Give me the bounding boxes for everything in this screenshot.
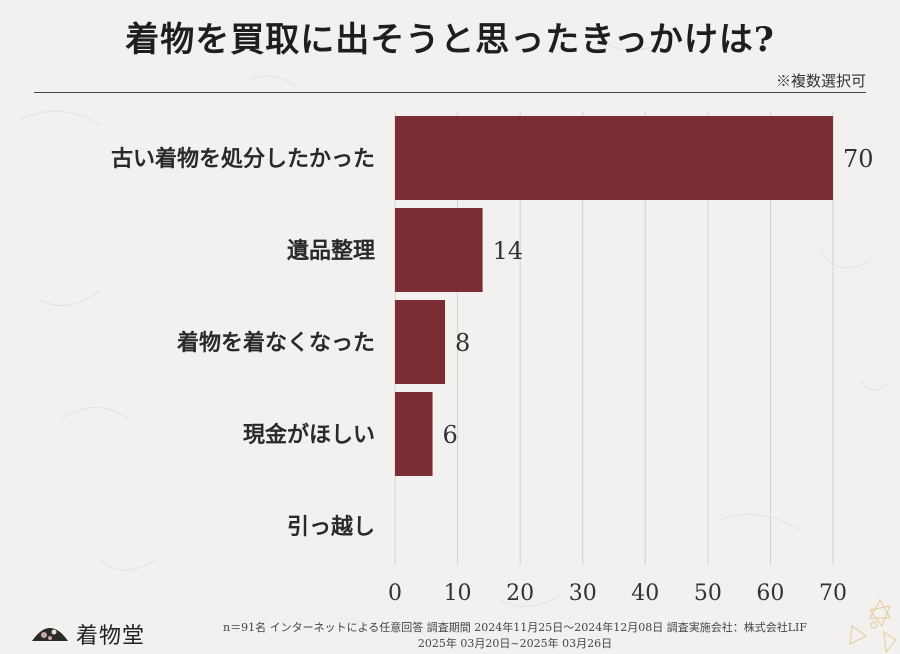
bar: [395, 392, 433, 476]
x-axis-ticks: 0 10 20 30 40 50 60 70: [388, 581, 847, 606]
category-label: 古い着物を処分したかった: [111, 146, 375, 172]
bar: [395, 208, 483, 292]
x-tick-label: 30: [569, 581, 597, 606]
x-tick-label: 60: [756, 581, 784, 606]
x-tick-label: 70: [819, 581, 847, 606]
bar: [395, 300, 446, 384]
data-label: 70: [843, 145, 874, 173]
footnote-line-1: n＝91名 インターネットによる任意回答 調査期間 2024年11月25日〜20…: [223, 621, 807, 634]
title-divider: [34, 92, 866, 93]
multiple-choice-note: ※複数選択可: [775, 72, 866, 90]
x-tick-label: 20: [506, 581, 534, 606]
survey-footnote: n＝91名 インターネットによる任意回答 調査期間 2024年11月25日〜20…: [170, 620, 860, 652]
value-labels: 70 14 8 6: [443, 145, 874, 449]
x-tick-label: 10: [444, 581, 472, 606]
data-label: 8: [455, 329, 470, 357]
bar: [395, 116, 833, 200]
category-label: 現金がほしい: [243, 422, 375, 448]
kimono-fan-icon: [32, 628, 68, 641]
category-label: 引っ越し: [287, 514, 375, 540]
chart-title: 着物を買取に出そうと思ったきっかけは?: [125, 20, 775, 60]
category-label: 遺品整理: [287, 238, 375, 264]
category-label: 着物を着なくなった: [176, 330, 375, 356]
x-tick-label: 0: [388, 581, 402, 606]
data-label: 14: [493, 237, 524, 265]
data-label: 6: [443, 421, 458, 449]
brand-name: 着物堂: [76, 624, 146, 649]
brand-logo: 着物堂: [30, 618, 145, 650]
bars: [395, 116, 833, 476]
footnote-line-2: 2025年 03月20日~2025年 03月26日: [417, 637, 613, 650]
x-tick-label: 50: [694, 581, 722, 606]
x-tick-label: 40: [631, 581, 659, 606]
